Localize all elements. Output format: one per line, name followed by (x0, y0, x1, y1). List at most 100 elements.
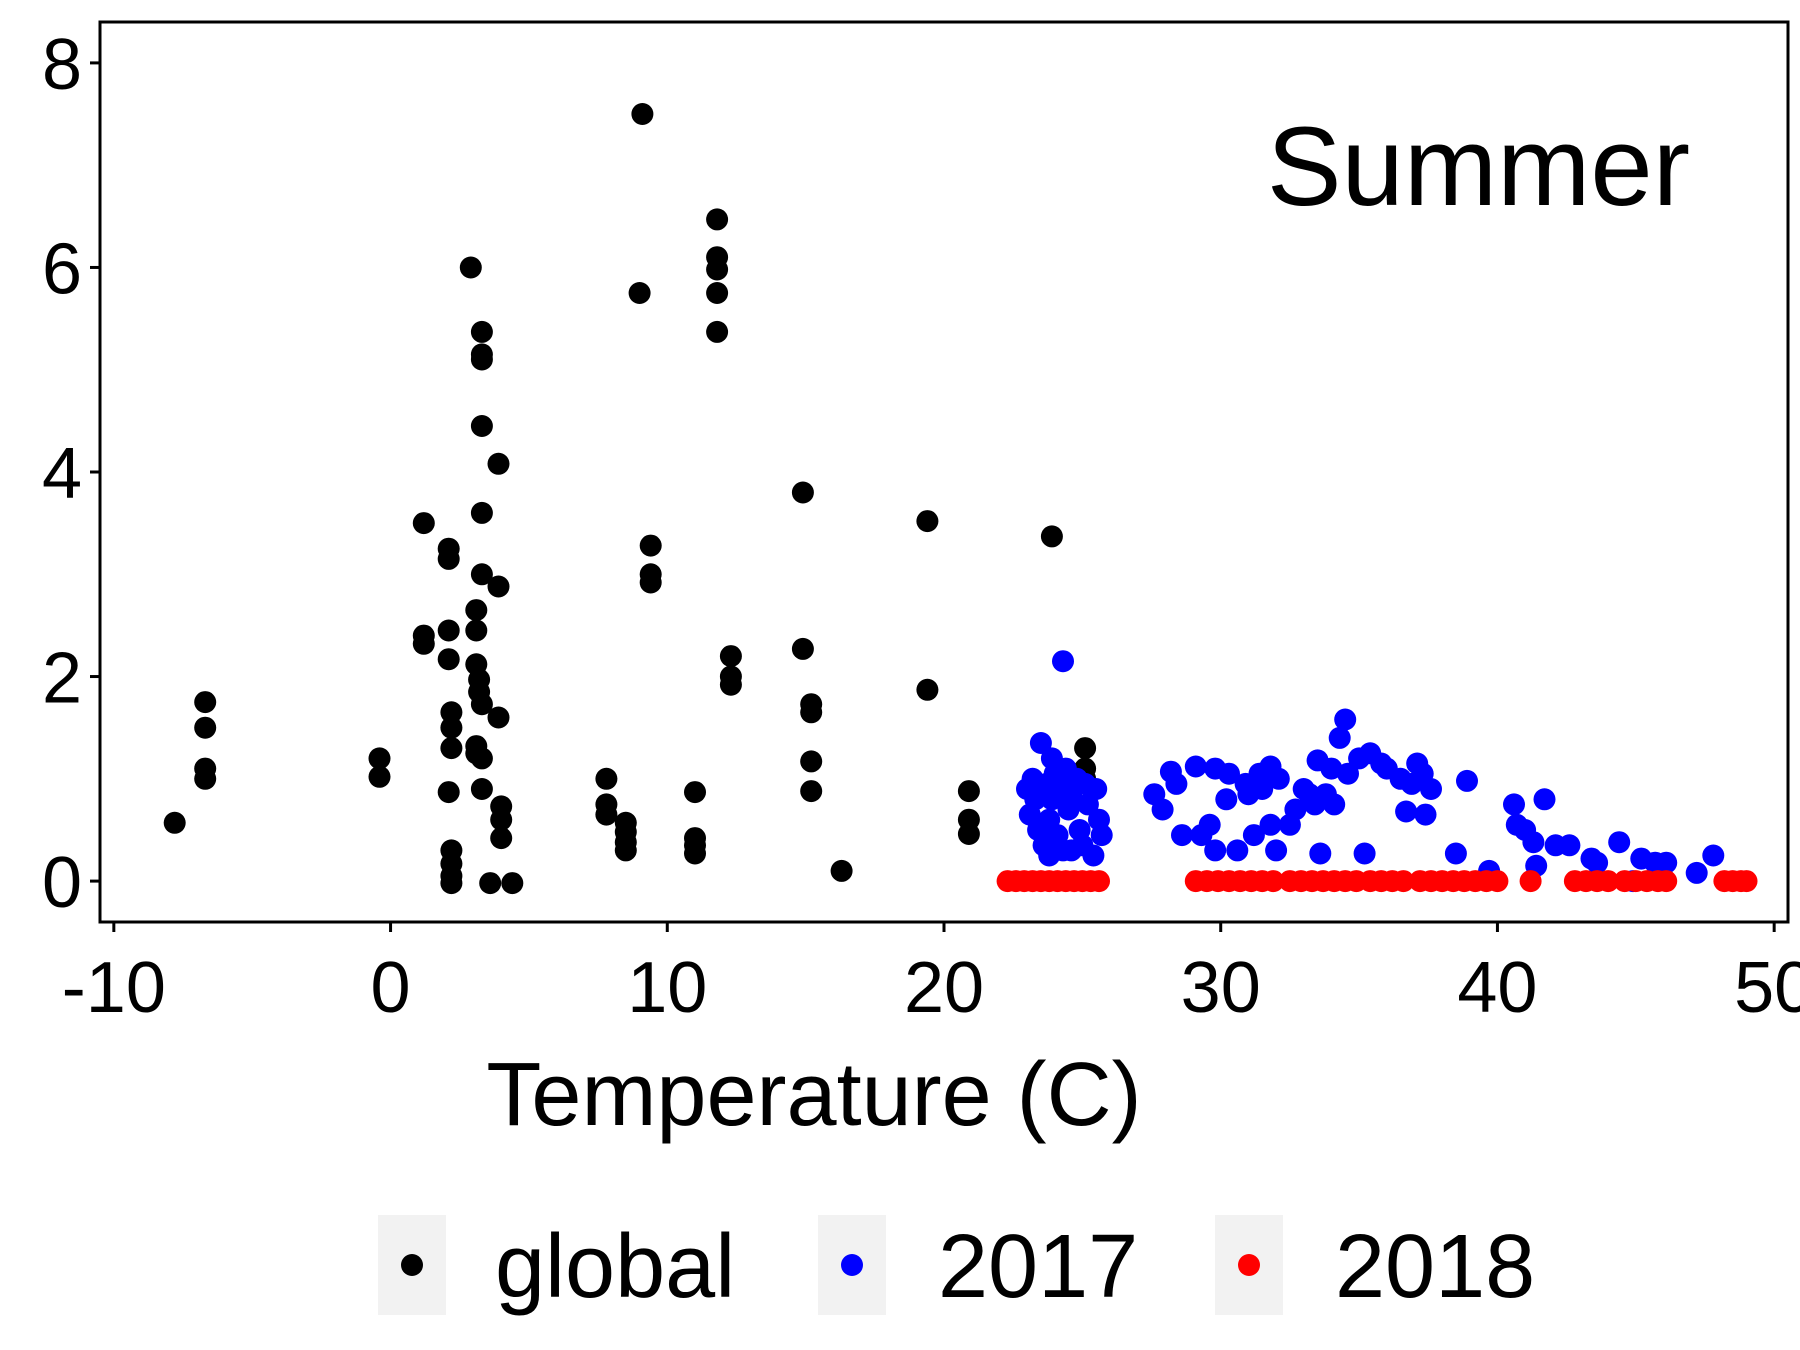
point-global (471, 349, 493, 371)
point-2017 (1420, 778, 1442, 800)
point-global (720, 674, 742, 696)
point-2017 (1152, 799, 1174, 821)
point-global (479, 872, 501, 894)
point-global (631, 103, 653, 125)
series-global (164, 103, 1096, 894)
point-global (490, 827, 512, 849)
point-global (706, 321, 728, 343)
point-global (706, 259, 728, 281)
point-global (792, 482, 814, 504)
point-global (720, 645, 742, 667)
point-global (440, 737, 462, 759)
point-global (706, 282, 728, 304)
point-global (684, 781, 706, 803)
point-global (916, 679, 938, 701)
point-global (800, 701, 822, 723)
legend: global 2017 2018 (378, 1215, 1535, 1317)
legend-label-2018: 2018 (1335, 1217, 1535, 1317)
point-global (471, 321, 493, 343)
point-global (615, 839, 637, 861)
point-2017 (1354, 843, 1376, 865)
point-2017 (1060, 839, 1082, 861)
point-2017 (1052, 650, 1074, 672)
point-global (792, 638, 814, 660)
point-2017 (1265, 839, 1287, 861)
point-2017 (1558, 834, 1580, 856)
point-2017 (1309, 843, 1331, 865)
point-global (488, 453, 510, 475)
point-global (460, 257, 482, 279)
y-tick-label: 4 (42, 434, 82, 514)
point-2017 (1702, 845, 1724, 867)
point-global (958, 823, 980, 845)
point-2017 (1503, 793, 1525, 815)
x-tick-label: 40 (1457, 948, 1537, 1028)
point-2017 (1608, 831, 1630, 853)
point-2017 (1260, 814, 1282, 836)
point-2017 (1268, 768, 1290, 790)
point-global (194, 717, 216, 739)
point-2017 (1204, 839, 1226, 861)
point-2017 (1323, 793, 1345, 815)
x-tick-label: 30 (1181, 948, 1261, 1028)
point-global (471, 415, 493, 437)
point-2017 (1415, 804, 1437, 826)
point-2017 (1185, 756, 1207, 778)
point-global (916, 510, 938, 532)
legend-label-2017: 2017 (938, 1217, 1138, 1317)
point-global (1074, 737, 1096, 759)
point-global (194, 768, 216, 790)
season-annotation: Summer (1267, 104, 1690, 229)
x-axis-title: Temperature (C) (486, 1045, 1141, 1145)
point-2017 (1686, 862, 1708, 884)
y-axis: 02468 (42, 25, 100, 923)
point-global (595, 804, 617, 826)
point-global (438, 781, 460, 803)
x-tick-label: 10 (627, 948, 707, 1028)
point-global (488, 576, 510, 598)
point-2017 (1165, 773, 1187, 795)
point-2018 (1736, 870, 1758, 892)
point-global (640, 572, 662, 594)
point-global (164, 812, 186, 834)
point-global (800, 780, 822, 802)
point-global (471, 778, 493, 800)
series-2017 (1016, 650, 1724, 892)
point-global (471, 747, 493, 769)
point-2018 (1486, 870, 1508, 892)
point-2017 (1226, 839, 1248, 861)
point-2017 (1199, 814, 1221, 836)
point-2017 (1058, 799, 1080, 821)
point-global (369, 766, 391, 788)
point-global (958, 780, 980, 802)
point-global (800, 750, 822, 772)
point-global (438, 620, 460, 642)
legend-marker-2018 (1238, 1254, 1260, 1276)
point-global (706, 208, 728, 230)
point-global (465, 620, 487, 642)
point-2017 (1091, 824, 1113, 846)
point-global (440, 717, 462, 739)
point-global (438, 548, 460, 570)
point-2017 (1445, 843, 1467, 865)
point-2017 (1334, 709, 1356, 731)
point-2017 (1171, 824, 1193, 846)
y-tick-label: 6 (42, 229, 82, 309)
point-global (488, 707, 510, 729)
legend-marker-global (401, 1254, 423, 1276)
point-global (465, 599, 487, 621)
point-global (684, 843, 706, 865)
legend-marker-2017 (841, 1254, 863, 1276)
point-global (440, 872, 462, 894)
point-global (471, 502, 493, 524)
x-tick-label: -10 (62, 948, 166, 1028)
point-2017 (1082, 845, 1104, 867)
point-global (640, 535, 662, 557)
point-global (413, 633, 435, 655)
point-2018 (1520, 870, 1542, 892)
point-2017 (1215, 788, 1237, 810)
point-global (194, 691, 216, 713)
y-tick-label: 2 (42, 639, 82, 719)
point-global (501, 872, 523, 894)
